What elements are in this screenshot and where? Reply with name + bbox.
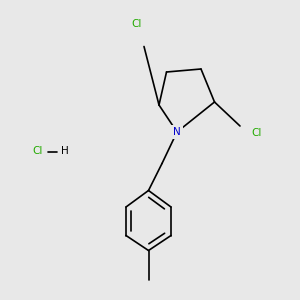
Text: Cl: Cl xyxy=(131,19,142,29)
Text: Cl: Cl xyxy=(251,128,262,139)
Text: Cl: Cl xyxy=(32,146,43,157)
Text: H: H xyxy=(61,146,68,157)
Text: N: N xyxy=(173,127,181,137)
